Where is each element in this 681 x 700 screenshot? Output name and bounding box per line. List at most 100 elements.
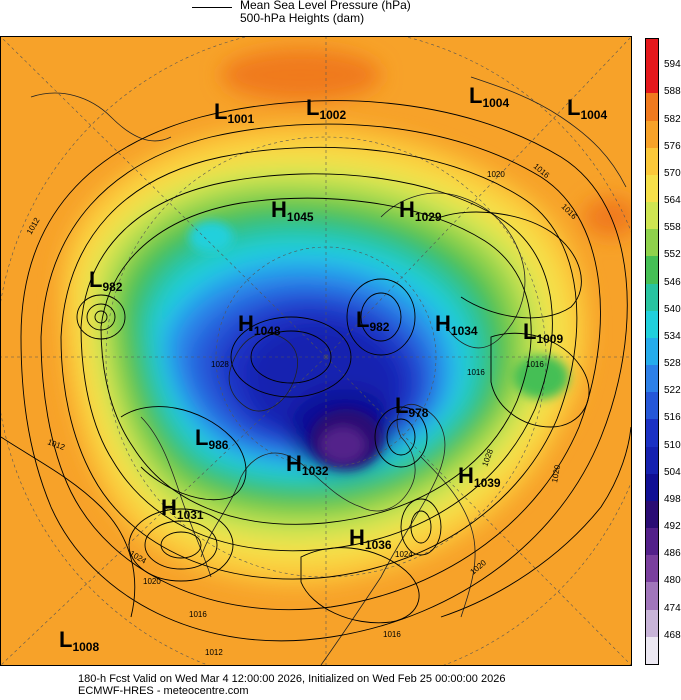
isobar <box>144 520 218 570</box>
colorbar-cell <box>646 392 658 420</box>
coastline-north-america <box>200 404 446 665</box>
colorbar-label: 492 <box>664 521 681 533</box>
isobar <box>410 510 432 544</box>
pressure-center: H1036 <box>349 525 392 552</box>
isobar <box>490 332 590 428</box>
colorbar-cell <box>646 419 658 448</box>
pressure-centers: L1001 L1002 L1004 L1004 H1045 H1029 L982… <box>59 83 607 654</box>
colorbar-cell <box>646 229 658 257</box>
isobar <box>230 316 352 398</box>
height-540-pocket <box>189 221 233 253</box>
pressure-center: H1032 <box>286 451 329 478</box>
isobar <box>20 100 628 642</box>
pressure-center: L1004 <box>469 83 509 110</box>
pressure-center: L1002 <box>306 95 346 122</box>
isobar-label: 1020 <box>550 464 562 484</box>
isobar <box>128 508 234 582</box>
height-492-core <box>321 427 365 463</box>
map-legend: Mean Sea Level Pressure (hPa) 500-hPa He… <box>0 0 681 34</box>
colorbar-label: 468 <box>664 629 681 641</box>
model-source: ECMWF-HRES - meteocentre.com <box>78 685 249 697</box>
isobar <box>86 303 116 331</box>
colorbar-label: 504 <box>664 466 681 478</box>
colorbar-label: 552 <box>664 249 681 261</box>
height-colorbar <box>645 38 659 665</box>
isobar-label: 1016 <box>526 360 544 369</box>
colorbar-label: 558 <box>664 222 681 234</box>
isobar-label: 1024 <box>395 550 413 559</box>
isobar <box>440 426 631 618</box>
isobar-label: 1028 <box>211 360 229 369</box>
coastline-africa-north <box>30 92 172 142</box>
colorbar-label: 480 <box>664 575 681 587</box>
colorbar-label: 486 <box>664 548 681 560</box>
coastline-north-pacific <box>470 76 627 188</box>
pressure-center: H1034 <box>435 311 478 338</box>
colorbar-cell <box>646 66 658 94</box>
isobar-label: 1020 <box>487 170 505 179</box>
coastlines <box>30 76 627 665</box>
pressure-center: H1048 <box>238 311 281 338</box>
colorbar-label: 510 <box>664 439 681 451</box>
coastline-europe <box>140 416 212 578</box>
colorbar-cell <box>646 528 658 556</box>
isobar <box>60 146 578 580</box>
pressure-center: L982 <box>89 267 123 294</box>
colorbar-cell <box>646 365 658 393</box>
height-field <box>1 37 631 665</box>
colorbar-label: 588 <box>664 86 681 98</box>
isobar <box>374 406 428 468</box>
colorbar-label: 564 <box>664 195 681 207</box>
colorbar-label: 582 <box>664 113 681 125</box>
colorbar-cell <box>646 39 658 67</box>
colorbar-cell <box>646 120 658 149</box>
isobar-label: 1016 <box>189 610 207 619</box>
isobar-label: 1020 <box>143 577 161 586</box>
colorbar-cell <box>646 256 658 285</box>
isobar <box>76 294 126 340</box>
colorbar-label: 540 <box>664 303 681 315</box>
colorbar-cell <box>646 609 658 638</box>
isobar-label: 1012 <box>205 648 223 657</box>
height-588-east <box>583 197 631 237</box>
colorbar-cell <box>646 500 658 529</box>
forecast-valid-time: 180-h Fcst Valid on Wed Mar 4 12:00:00 2… <box>78 673 506 685</box>
colorbar-cell <box>646 202 658 230</box>
colorbar-cell <box>646 555 658 583</box>
colorbar-label: 516 <box>664 412 681 424</box>
colorbar-cell <box>646 473 658 502</box>
height-552-pocket <box>513 355 569 399</box>
legend-mslp-label: Mean Sea Level Pressure (hPa) <box>240 0 411 12</box>
pressure-center: L982 <box>356 307 390 334</box>
pressure-center: L1004 <box>567 95 607 122</box>
colorbar-label: 522 <box>664 385 681 397</box>
pressure-center: L1009 <box>523 319 563 346</box>
colorbar-cell <box>646 446 658 475</box>
colorbar-label: 534 <box>664 330 681 342</box>
isobar <box>1 436 136 618</box>
graticule <box>1 37 631 665</box>
pressure-center: H1039 <box>458 463 501 490</box>
pressure-center: H1031 <box>161 495 204 522</box>
colorbar-label: 576 <box>664 140 681 152</box>
isobar <box>250 330 332 384</box>
colorbar-cell <box>646 582 658 611</box>
isobar <box>120 406 247 501</box>
legend-heights-label: 500-hPa Heights (dam) <box>240 11 365 25</box>
isobar-label: 1016 <box>467 368 485 377</box>
pressure-center: L986 <box>195 425 229 452</box>
weather-map: 1012 1012 1016 1016 1020 1020 1024 1024 … <box>0 36 632 666</box>
meridian <box>325 356 631 665</box>
pressure-center: L1008 <box>59 627 99 654</box>
meridian <box>1 37 327 358</box>
isobar <box>94 310 108 324</box>
isobar <box>160 531 202 559</box>
colorbar-cell <box>646 337 658 366</box>
height-588-north <box>221 49 381 101</box>
colorbar-label: 594 <box>664 59 681 71</box>
isobar-label: 1016 <box>383 630 401 639</box>
isobar <box>360 292 402 342</box>
legend-line-sample <box>192 7 232 8</box>
colorbar-label: 474 <box>664 602 681 614</box>
coastline-east-asia <box>420 456 476 618</box>
